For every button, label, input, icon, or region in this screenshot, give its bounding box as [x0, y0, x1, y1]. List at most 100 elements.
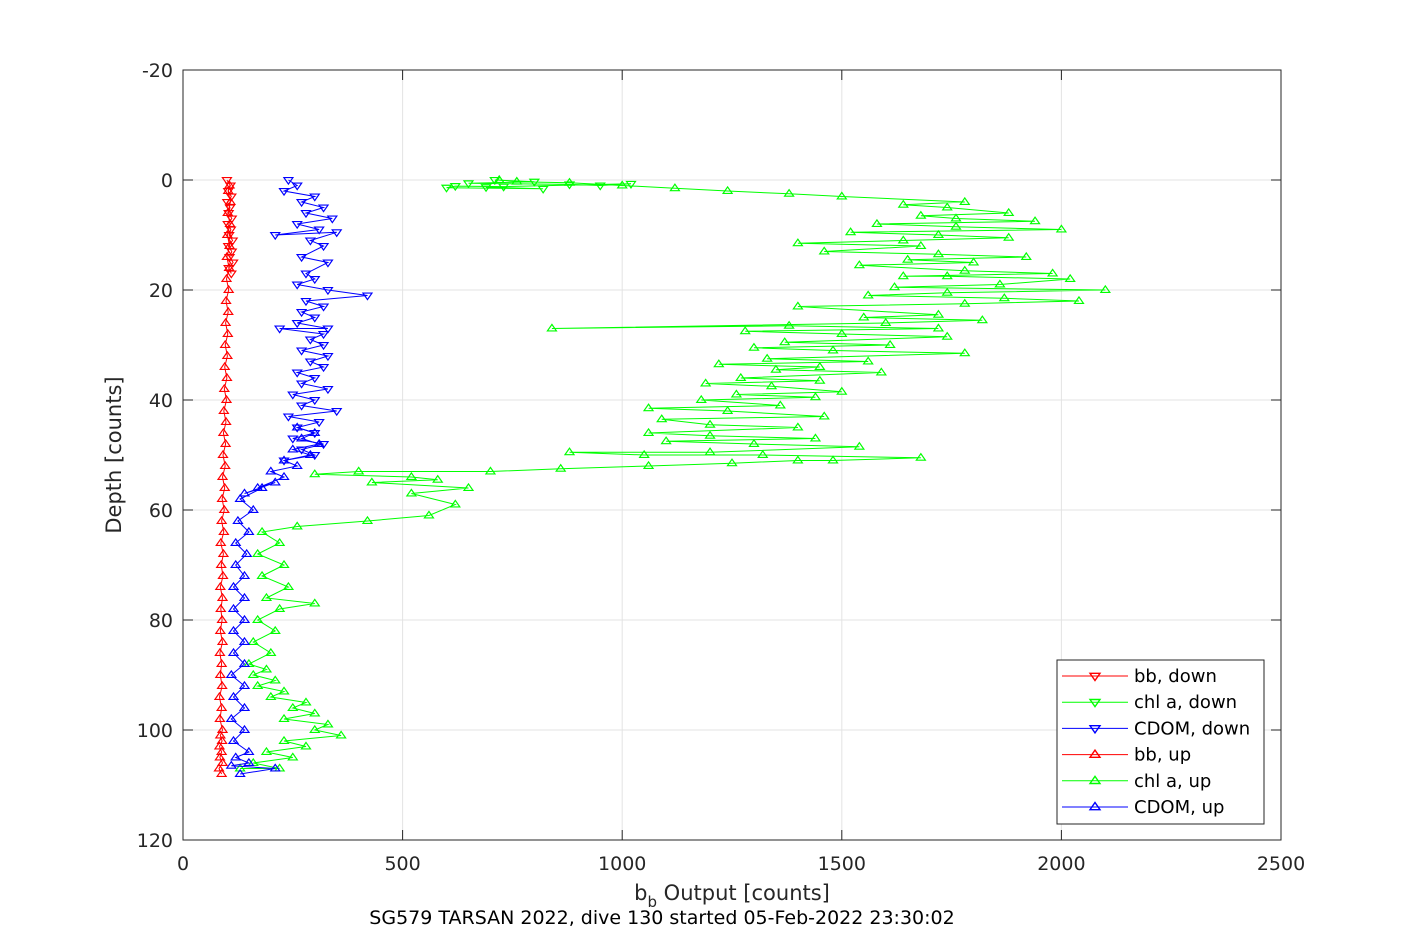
data-point	[225, 270, 237, 279]
data-point	[326, 215, 338, 224]
data-point	[260, 592, 273, 602]
data-point	[222, 242, 234, 252]
data-point	[265, 647, 277, 657]
data-point	[462, 482, 475, 492]
y-tick-label: 60	[149, 500, 173, 522]
data-point	[888, 282, 901, 291]
data-point	[739, 326, 751, 335]
data-point	[291, 319, 303, 329]
data-point	[959, 298, 971, 307]
data-point	[959, 348, 971, 357]
series-layer	[213, 174, 1111, 778]
data-point	[304, 358, 317, 367]
data-point	[216, 768, 228, 778]
y-axis-title: Depth [counts]	[102, 376, 126, 533]
data-point	[278, 686, 290, 695]
data-point	[322, 286, 334, 296]
data-point	[818, 411, 830, 420]
data-point	[269, 477, 281, 486]
y-tick-label: 40	[149, 390, 173, 412]
data-point	[213, 691, 226, 701]
y-tick-label: 100	[137, 720, 173, 742]
data-point	[783, 320, 795, 329]
legend-marker	[1088, 801, 1102, 811]
data-point	[291, 424, 303, 433]
data-point	[217, 548, 230, 558]
data-point	[1020, 251, 1032, 261]
plot-frame	[182, 69, 1282, 841]
data-point	[309, 598, 321, 607]
data-point	[256, 570, 268, 580]
data-point	[770, 364, 782, 373]
data-point	[594, 182, 606, 191]
data-point	[247, 504, 259, 514]
data-point	[862, 290, 874, 299]
data-point	[875, 367, 887, 376]
data-point	[238, 614, 251, 624]
data-point	[809, 392, 822, 401]
data-point	[317, 440, 330, 450]
data-point	[282, 413, 295, 422]
data-point	[309, 374, 321, 384]
data-point	[295, 198, 308, 208]
data-point	[278, 471, 290, 481]
data-point	[217, 570, 229, 580]
data-point	[300, 741, 312, 750]
data-point	[216, 746, 228, 756]
data-point	[1055, 224, 1068, 233]
data-point	[214, 581, 226, 591]
data-point	[1073, 295, 1085, 305]
x-axis-title: bb Output [counts]	[634, 881, 830, 911]
data-point	[735, 372, 747, 382]
data-point	[291, 281, 303, 290]
legend-label: bb, up	[1134, 745, 1191, 766]
data-point	[219, 482, 231, 492]
data-point	[480, 184, 492, 193]
data-point	[313, 418, 325, 428]
data-point	[291, 521, 303, 530]
data-point	[642, 427, 655, 437]
data-point	[484, 466, 497, 475]
data-point	[291, 369, 303, 378]
data-point	[216, 680, 228, 690]
data-point	[265, 691, 277, 701]
data-point	[295, 308, 308, 318]
data-point	[220, 273, 233, 283]
data-point	[223, 284, 235, 294]
data-point	[366, 477, 378, 486]
legend-marker	[1088, 672, 1102, 682]
data-point	[222, 220, 234, 230]
data-point	[214, 713, 226, 723]
data-point	[291, 220, 303, 230]
data-point	[273, 537, 286, 547]
data-point	[238, 592, 251, 602]
data-point	[219, 361, 231, 371]
series-cdom-down	[269, 176, 374, 466]
data-point	[353, 466, 365, 475]
data-point	[779, 337, 791, 346]
data-point	[862, 356, 874, 365]
data-point	[300, 270, 312, 279]
data-point	[423, 510, 435, 519]
x-tick-label: 0	[177, 853, 189, 875]
data-point	[219, 438, 232, 448]
data-point	[871, 218, 883, 228]
data-point	[721, 185, 734, 195]
data-point	[809, 433, 822, 442]
data-point	[704, 419, 716, 428]
data-point	[232, 515, 244, 525]
x-tick-label: 1000	[598, 853, 646, 875]
data-point	[563, 447, 576, 456]
data-point	[269, 763, 281, 772]
data-point	[238, 702, 251, 712]
series-chl-a-down	[440, 176, 637, 194]
data-point	[278, 713, 290, 723]
data-point	[220, 295, 232, 305]
data-point	[783, 188, 795, 197]
data-point	[252, 548, 264, 558]
data-point	[792, 238, 804, 247]
data-point	[227, 691, 240, 701]
data-point	[247, 669, 259, 679]
data-point	[300, 697, 312, 706]
data-point	[853, 260, 866, 269]
